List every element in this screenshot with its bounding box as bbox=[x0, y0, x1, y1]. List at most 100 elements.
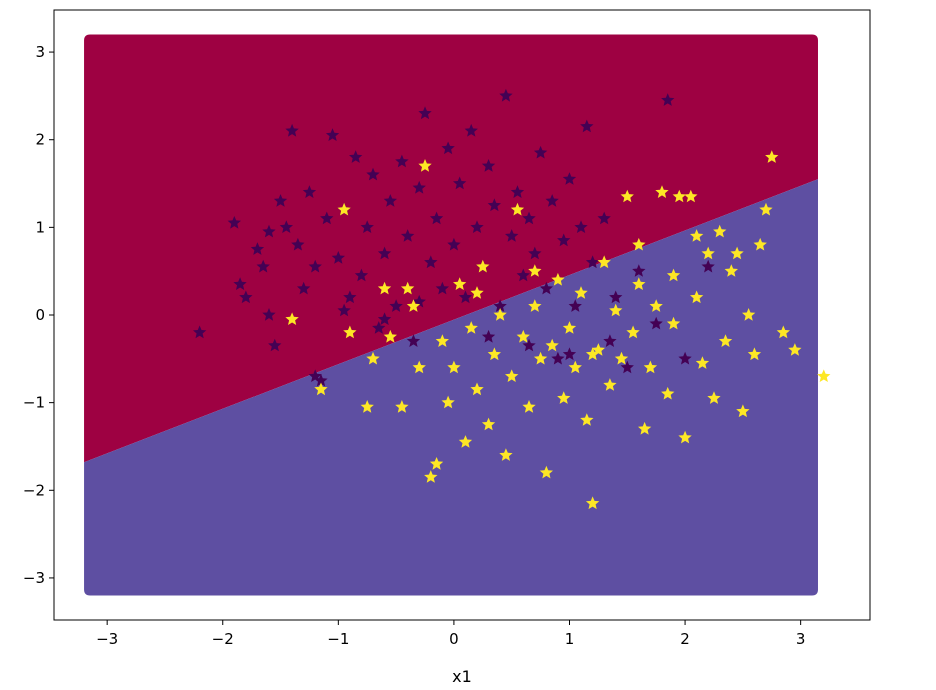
y-tick-label: 3 bbox=[35, 43, 45, 61]
point-class-1-49 bbox=[643, 360, 658, 374]
y-tick-label: 1 bbox=[35, 218, 45, 236]
point-class-0-72 bbox=[337, 303, 351, 317]
point-class-1-43 bbox=[609, 303, 623, 317]
point-class-0-12 bbox=[297, 281, 311, 295]
point-class-1-50 bbox=[649, 299, 663, 312]
point-class-1-69 bbox=[759, 202, 773, 216]
point-class-0-71 bbox=[308, 369, 322, 382]
point-class-1-24 bbox=[499, 448, 513, 461]
point-class-1-74 bbox=[401, 281, 415, 295]
y-axis-ticks: −3 −2 −1 0 1 2 3 bbox=[23, 43, 54, 587]
point-class-0-67 bbox=[649, 316, 663, 330]
x-tick-label: −3 bbox=[96, 630, 118, 648]
point-class-0-76 bbox=[522, 338, 536, 352]
point-class-0-9 bbox=[279, 220, 293, 233]
point-class-1-21 bbox=[481, 417, 496, 431]
y-tick-label: −2 bbox=[23, 481, 45, 499]
point-class-1-14 bbox=[441, 395, 455, 409]
point-class-1-15 bbox=[447, 360, 461, 374]
point-class-0-31 bbox=[406, 334, 421, 347]
point-class-1-22 bbox=[487, 347, 501, 361]
x-axis-label: x1 bbox=[452, 667, 472, 686]
point-class-0-50 bbox=[516, 268, 530, 282]
point-class-1-76 bbox=[528, 264, 542, 277]
point-class-0-35 bbox=[429, 211, 444, 225]
point-class-1-51 bbox=[655, 185, 669, 198]
point-class-0-45 bbox=[487, 198, 501, 212]
point-class-0-20 bbox=[343, 290, 357, 304]
point-class-0-68 bbox=[661, 93, 675, 106]
point-class-0-79 bbox=[262, 224, 276, 238]
point-class-1-25 bbox=[505, 369, 519, 382]
point-class-1-17 bbox=[458, 435, 473, 448]
point-class-0-39 bbox=[453, 176, 467, 190]
point-class-1-63 bbox=[724, 264, 738, 277]
point-class-0-36 bbox=[435, 281, 449, 295]
point-class-0-30 bbox=[401, 229, 415, 242]
point-class-0-60 bbox=[574, 220, 588, 233]
point-class-1-4 bbox=[360, 400, 374, 413]
point-class-0-59 bbox=[568, 299, 582, 312]
data-points bbox=[193, 88, 831, 510]
point-class-1-7 bbox=[395, 400, 409, 413]
point-class-1-35 bbox=[562, 321, 577, 334]
point-class-0-37 bbox=[441, 141, 455, 155]
point-class-0-57 bbox=[557, 233, 571, 247]
point-class-0-75 bbox=[481, 329, 496, 343]
point-class-1-34 bbox=[557, 391, 571, 404]
point-class-0-77 bbox=[562, 347, 577, 361]
point-class-1-11 bbox=[424, 470, 438, 483]
point-class-0-27 bbox=[383, 194, 397, 207]
point-class-0-5 bbox=[256, 259, 270, 273]
point-class-0-64 bbox=[609, 290, 623, 304]
point-class-1-2 bbox=[337, 202, 351, 216]
point-class-0-53 bbox=[533, 145, 548, 159]
y-tick-label: −3 bbox=[23, 569, 45, 587]
point-class-0-66 bbox=[632, 264, 646, 277]
x-tick-label: −2 bbox=[212, 630, 234, 648]
point-class-1-18 bbox=[464, 321, 478, 334]
point-class-1-6 bbox=[383, 329, 397, 343]
point-class-0-8 bbox=[273, 194, 288, 207]
x-axis-ticks: −3 −2 −1 0 1 2 3 bbox=[96, 620, 805, 648]
point-class-1-66 bbox=[742, 308, 756, 321]
point-class-0-65 bbox=[620, 360, 634, 374]
x-tick-label: −1 bbox=[327, 630, 349, 648]
point-class-1-33 bbox=[551, 272, 565, 286]
point-class-1-64 bbox=[730, 246, 744, 260]
point-class-0-11 bbox=[291, 237, 305, 251]
point-class-0-0 bbox=[193, 325, 207, 339]
point-class-1-28 bbox=[522, 400, 536, 413]
point-class-1-23 bbox=[493, 308, 507, 321]
point-class-0-55 bbox=[545, 194, 559, 207]
point-class-0-17 bbox=[325, 128, 340, 141]
point-class-1-48 bbox=[638, 421, 652, 435]
point-class-1-71 bbox=[776, 325, 790, 339]
point-class-1-57 bbox=[690, 290, 704, 304]
point-class-0-16 bbox=[320, 211, 334, 225]
point-class-1-40 bbox=[591, 343, 605, 356]
point-class-0-58 bbox=[562, 172, 577, 185]
point-class-0-7 bbox=[268, 338, 282, 352]
point-class-0-61 bbox=[580, 119, 594, 133]
point-class-1-65 bbox=[736, 404, 750, 418]
point-class-0-49 bbox=[510, 185, 525, 198]
point-class-0-2 bbox=[233, 277, 247, 290]
point-class-1-39 bbox=[585, 496, 600, 510]
point-class-1-30 bbox=[533, 351, 548, 365]
point-class-1-44 bbox=[614, 351, 629, 365]
point-class-1-20 bbox=[476, 259, 490, 273]
point-class-1-72 bbox=[788, 343, 802, 356]
point-class-0-25 bbox=[372, 321, 386, 334]
point-class-1-70 bbox=[765, 150, 779, 163]
point-class-0-15 bbox=[314, 373, 328, 387]
x-tick-label: 0 bbox=[449, 630, 459, 648]
point-class-1-10 bbox=[418, 159, 432, 172]
x-tick-label: 2 bbox=[680, 630, 690, 648]
point-class-0-38 bbox=[447, 237, 461, 251]
point-class-0-48 bbox=[505, 229, 519, 242]
point-class-0-14 bbox=[308, 259, 322, 273]
decision-regions bbox=[84, 34, 818, 596]
point-class-1-19 bbox=[470, 382, 484, 396]
